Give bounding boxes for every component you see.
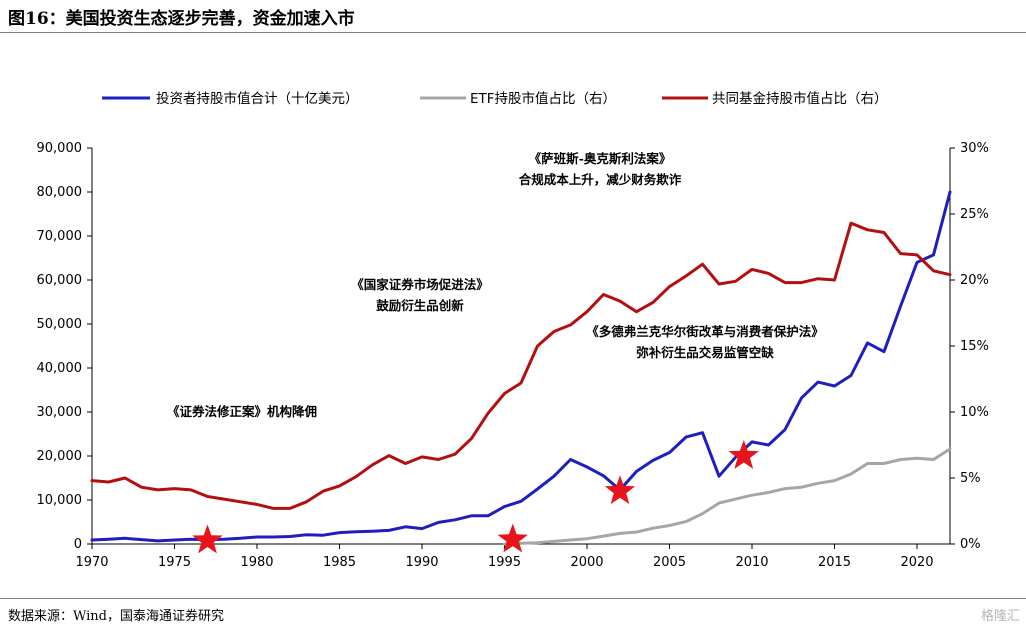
x-tick-label: 2000 bbox=[570, 555, 603, 570]
annotation-text-2: 弥补衍生品交易监管空缺 bbox=[636, 345, 774, 360]
figure-title: 图16：美国投资生态逐步完善，资金加速入市 bbox=[8, 9, 355, 29]
left-tick-label: 30,000 bbox=[37, 405, 83, 420]
x-tick-label: 1975 bbox=[158, 555, 191, 570]
x-tick-label: 1995 bbox=[488, 555, 521, 570]
source-note: 数据来源：Wind，国泰海通证券研究 bbox=[8, 609, 224, 624]
left-tick-label: 40,000 bbox=[37, 361, 83, 376]
legend-label-0: 投资者持股市值合计（十亿美元） bbox=[156, 90, 359, 107]
right-tick-label: 10% bbox=[960, 405, 989, 420]
series-line-2 bbox=[90, 221, 952, 510]
star-marker-0 bbox=[192, 524, 223, 554]
left-tick-label: 50,000 bbox=[37, 317, 83, 332]
top-divider bbox=[0, 32, 1026, 33]
right-tick-label: 30% bbox=[960, 141, 989, 156]
star-marker-3 bbox=[728, 440, 759, 469]
annotation-text-0: 合规成本上升，减少财务欺诈 bbox=[519, 172, 682, 187]
x-tick-label: 2015 bbox=[818, 555, 851, 570]
left-tick-label: 0 bbox=[74, 537, 82, 552]
left-tick-label: 60,000 bbox=[37, 273, 83, 288]
legend-label-1: ETF持股市值占比（右） bbox=[470, 90, 616, 107]
star-marker-1 bbox=[497, 523, 528, 553]
right-tick-label: 5% bbox=[960, 471, 981, 486]
left-tick-label: 80,000 bbox=[37, 185, 83, 200]
left-tick-label: 20,000 bbox=[37, 449, 83, 464]
legend-label-2: 共同基金持股市值占比（右） bbox=[712, 90, 888, 107]
x-tick-label: 2010 bbox=[735, 555, 768, 570]
bottom-divider bbox=[0, 598, 1026, 599]
right-tick-label: 0% bbox=[960, 537, 981, 552]
chart: 0 10,000 20,000 30,000 40,000 50,000 60,000 70,… bbox=[37, 90, 989, 570]
annotation-text-2: 《多德弗兰克华尔街改革与消费者保护法》 bbox=[586, 324, 824, 339]
x-tick-label: 1970 bbox=[75, 555, 108, 570]
left-tick-label: 70,000 bbox=[37, 229, 83, 244]
annotation-text-0: 《萨班斯-奥克斯利法案》 bbox=[529, 151, 672, 166]
annotation-text-1: 《国家证券市场促进法》 bbox=[351, 277, 489, 292]
annotation-text-1: 鼓励衍生品创新 bbox=[376, 298, 464, 313]
right-tick-label: 25% bbox=[960, 207, 989, 222]
left-tick-label: 10,000 bbox=[37, 493, 83, 508]
series-line-0 bbox=[90, 190, 952, 543]
x-tick-label: 1990 bbox=[405, 555, 438, 570]
right-tick-label: 15% bbox=[960, 339, 989, 354]
series-line-1 bbox=[503, 447, 952, 546]
left-tick-label: 90,000 bbox=[37, 141, 83, 156]
x-tick-label: 1980 bbox=[240, 555, 273, 570]
x-tick-label: 1985 bbox=[323, 555, 356, 570]
watermark: 格隆汇 bbox=[980, 609, 1020, 624]
x-tick-label: 2005 bbox=[653, 555, 686, 570]
annotation-text-3: 《证券法修正案》机构降佣 bbox=[167, 404, 317, 419]
x-tick-label: 2020 bbox=[900, 555, 933, 570]
right-tick-label: 20% bbox=[960, 273, 989, 288]
star-marker-2 bbox=[604, 475, 636, 505]
